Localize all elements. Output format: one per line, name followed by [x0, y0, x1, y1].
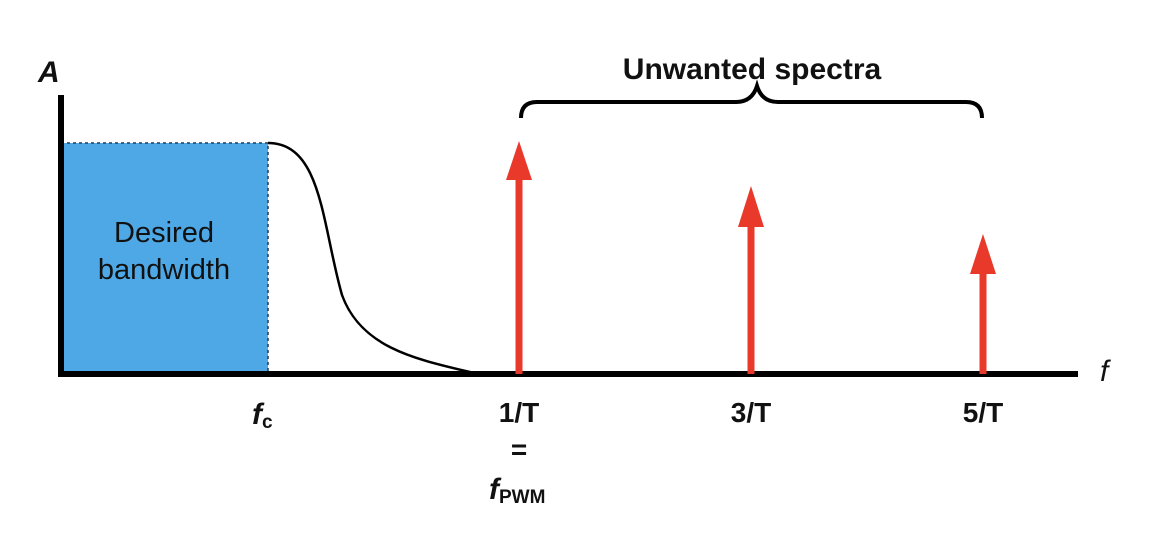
unwanted-spectra-label: Unwanted spectra	[623, 53, 882, 86]
desired-bandwidth-line1: Desired	[114, 217, 214, 249]
desired-bandwidth-box	[60, 142, 269, 375]
x-axis-label: f	[1100, 355, 1111, 388]
harmonic-arrow-1	[506, 141, 532, 374]
tick-label-5-over-t: 5/T	[963, 397, 1003, 428]
tick-label-1-over-t: 1/T	[499, 397, 539, 428]
desired-bandwidth-line2: bandwidth	[98, 254, 230, 286]
tick-label-3-over-t: 3/T	[731, 397, 771, 428]
fpwm-label: fPWM	[489, 473, 545, 508]
equals-sign: =	[511, 434, 527, 465]
harmonic-arrow-5	[970, 234, 996, 374]
fc-label: fc	[252, 398, 273, 433]
filter-rolloff-curve	[267, 141, 479, 376]
y-axis-label: A	[37, 56, 60, 89]
harmonic-arrow-3	[738, 186, 764, 374]
unwanted-spectra-brace	[519, 79, 984, 119]
